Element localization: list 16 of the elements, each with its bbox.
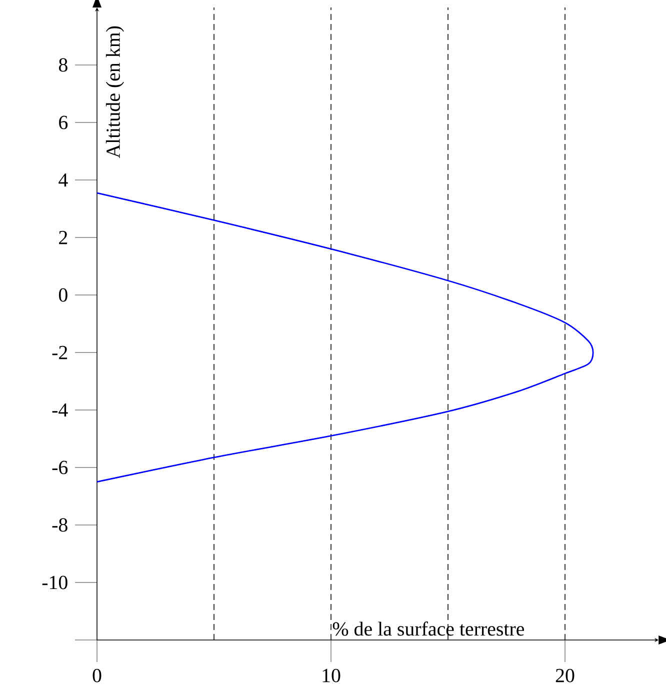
y-tick-label: -8 (52, 518, 68, 532)
y-tick-label: 4 (58, 173, 68, 187)
y-tick-label: 8 (58, 58, 68, 72)
x-axis-title: % de la surface terrestre (332, 622, 524, 636)
y-tick-label: -4 (52, 403, 68, 417)
y-tick-label: 6 (59, 116, 68, 130)
y-axis-title: Altitude (en km) (106, 26, 124, 158)
y-tick-label: -6 (52, 460, 68, 474)
y-tick-label: 0 (58, 288, 68, 302)
x-tick-label: 10 (322, 668, 340, 682)
line-series (96, 192, 594, 483)
x-tick-label: 20 (556, 668, 574, 682)
x-tick-label: 0 (92, 668, 102, 682)
y-tick-label: -10 (42, 576, 68, 590)
y-tick-label: -2 (52, 346, 68, 360)
y-tick-label: 2 (59, 230, 68, 244)
